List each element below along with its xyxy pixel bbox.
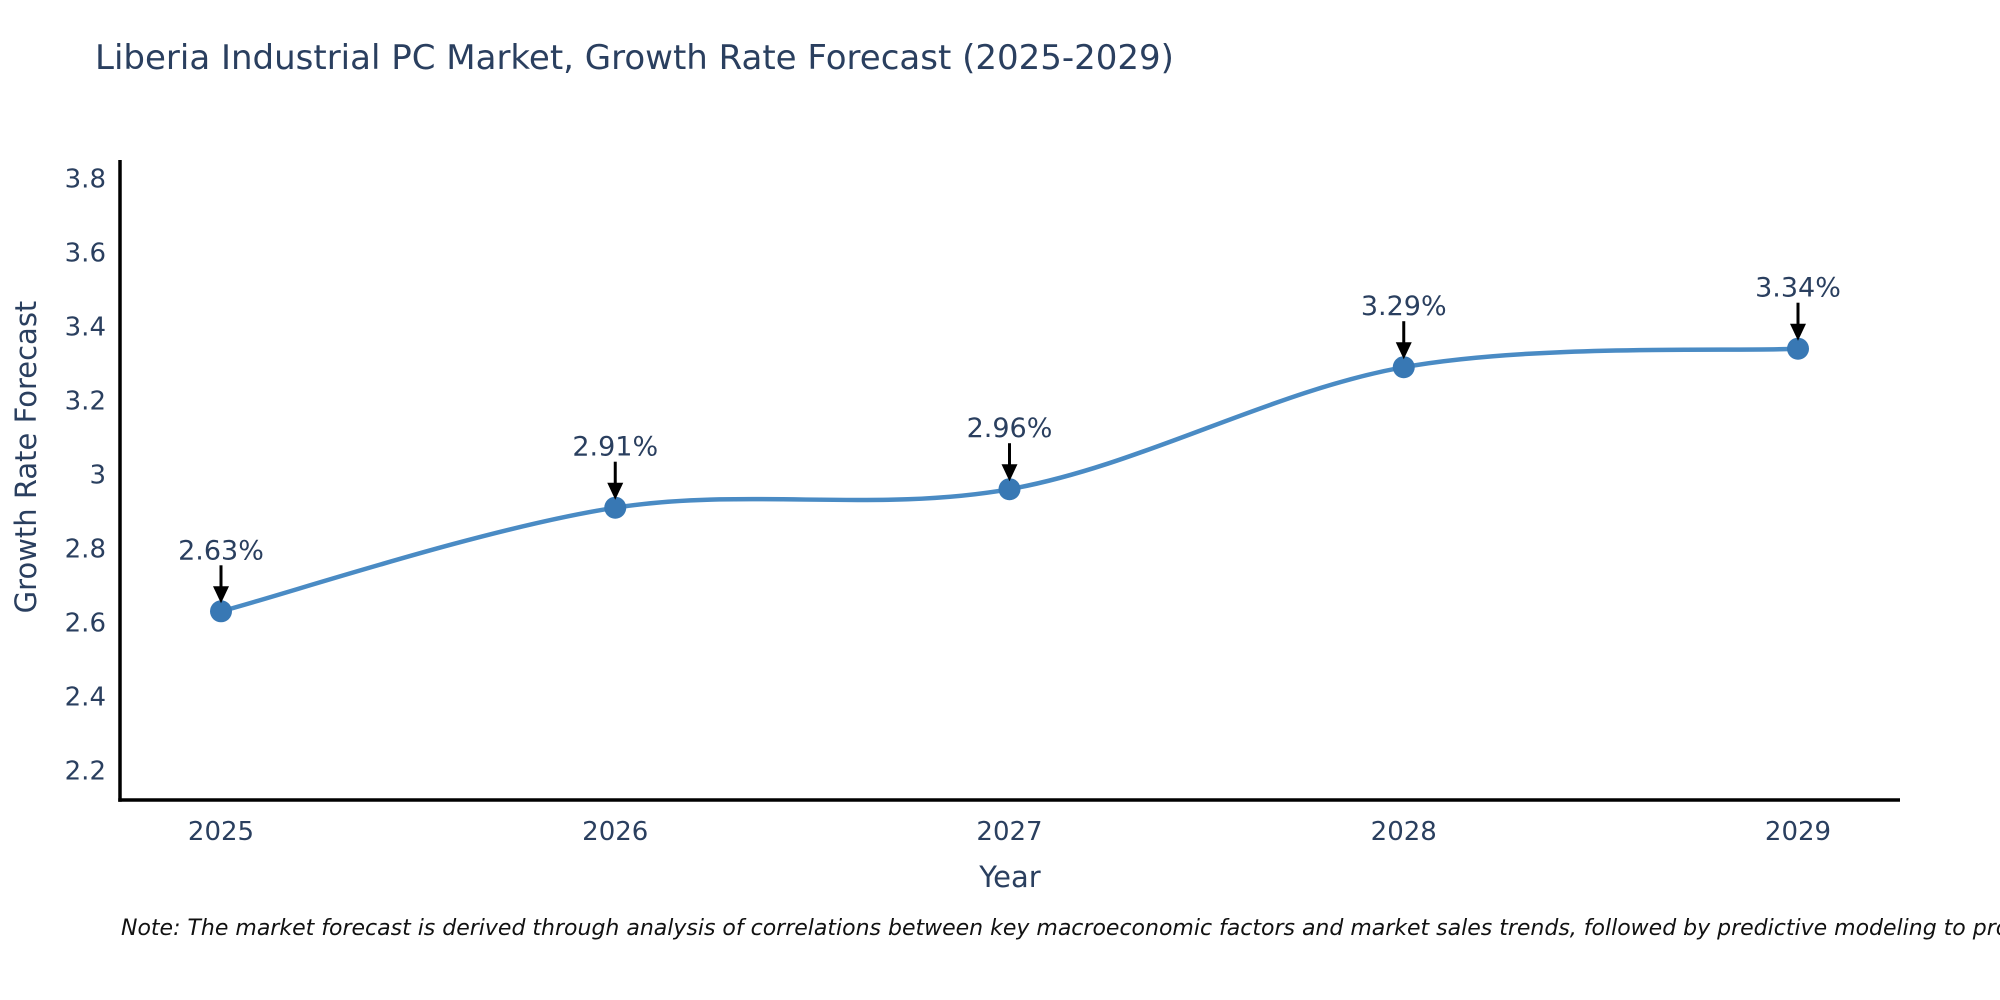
x-tick-label: 2026 bbox=[582, 817, 648, 847]
y-axis-title: Growth Rate Forecast bbox=[9, 300, 43, 614]
annotation-arrowhead bbox=[213, 586, 229, 604]
data-point-marker[interactable] bbox=[604, 496, 627, 519]
y-tick-label: 3.4 bbox=[65, 313, 106, 343]
annotation-label: 2.63% bbox=[178, 535, 264, 566]
x-tick-label: 2029 bbox=[1765, 817, 1831, 847]
annotation-arrowhead bbox=[1790, 323, 1806, 341]
y-tick-label: 3.6 bbox=[65, 239, 106, 269]
annotation-arrowhead bbox=[607, 482, 624, 500]
annotation-label: 3.34% bbox=[1755, 273, 1841, 304]
data-point-marker[interactable] bbox=[210, 600, 232, 623]
annotation-label: 2.91% bbox=[572, 432, 658, 463]
data-point-marker[interactable] bbox=[1392, 356, 1415, 379]
y-tick-label: 2.4 bbox=[65, 682, 106, 712]
y-tick-label: 3.2 bbox=[65, 387, 106, 417]
y-tick-label: 2.6 bbox=[65, 608, 106, 638]
data-point-marker[interactable] bbox=[1787, 337, 1809, 360]
y-tick-label: 3 bbox=[89, 461, 106, 491]
annotation-label: 3.29% bbox=[1361, 291, 1447, 322]
x-axis-title: Year bbox=[979, 860, 1041, 894]
annotation-arrowhead bbox=[1395, 342, 1412, 360]
note-text: Note: The market forecast is derived thr… bbox=[121, 916, 2000, 941]
x-tick-label: 2025 bbox=[188, 817, 254, 847]
chart-title: Liberia Industrial PC Market, Growth Rat… bbox=[95, 38, 1174, 78]
y-tick-label: 2.2 bbox=[65, 756, 106, 786]
data-point-marker[interactable] bbox=[998, 478, 1021, 501]
y-tick-label: 2.8 bbox=[65, 534, 106, 564]
x-tick-label: 2028 bbox=[1371, 817, 1437, 847]
y-tick-label: 3.8 bbox=[65, 165, 106, 195]
annotation-label: 2.96% bbox=[967, 413, 1053, 444]
x-tick-label: 2027 bbox=[976, 817, 1042, 847]
annotation-arrowhead bbox=[1001, 464, 1018, 482]
